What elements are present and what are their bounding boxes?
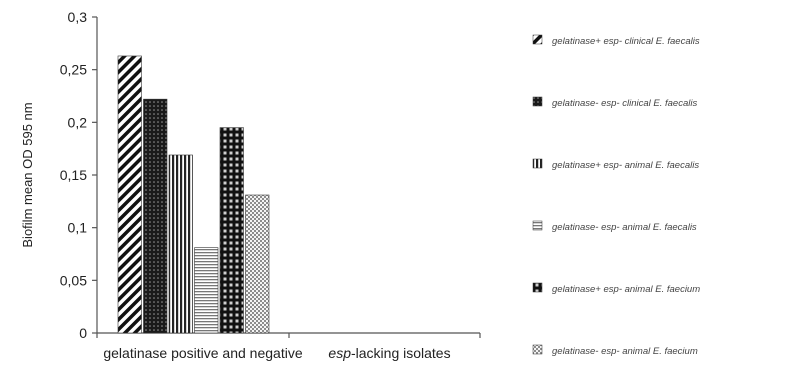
x-category-label: gelatinase positive and negative [103,345,302,361]
y-tick-label: 0,2 [68,114,88,130]
legend-label: gelatinase- esp- clinical E. faecalis [552,98,697,109]
y-tick-label: 0,25 [60,62,87,78]
x-axis-categories: gelatinase positive and negative esp-lack… [103,345,450,361]
bar-diag-stripes [117,55,142,334]
y-tick-label: 0,3 [68,9,88,25]
bars [117,55,270,334]
bar-dark-dots [143,98,168,334]
legend-label: gelatinase+ esp- animal E. faecium [552,284,700,295]
legend-swatch-horizontal-stripes [532,220,543,231]
y-tick-label: 0,15 [60,167,87,183]
legend-label: gelatinase- esp- animal E. faecium [552,346,698,357]
bar-horizontal-stripes [194,247,219,334]
legend-swatch-diag-stripes [532,34,543,45]
x-category-label-part: -lacking isolates [351,345,451,361]
bar-dark-grid [219,127,244,334]
x-category-label-part: esp [328,345,351,361]
legend-label: gelatinase+ esp- animal E. faecalis [552,160,699,171]
y-axis-title: Biofilm mean OD 595 nm [20,102,35,247]
y-tick-label: 0,05 [60,272,87,288]
legend: gelatinase+ esp- clinical E. faecalis gel… [532,34,700,357]
legend-label: gelatinase- esp- animal E. faecalis [552,222,697,233]
legend-swatch-dark-dots [532,96,543,107]
legend-swatch-light-check [532,344,543,355]
y-axis-ticks: 0 0,05 0,1 0,15 0,2 0,25 0,3 [60,9,97,341]
y-tick-label: 0,1 [68,220,88,236]
bar-light-check [245,194,270,334]
legend-label: gelatinase+ esp- clinical E. faecalis [552,36,700,47]
x-category-label: esp-lacking isolates [328,345,450,361]
x-category-label-part: gelatinase positive and negative [103,345,302,361]
legend-swatch-dark-grid [532,282,543,293]
bar-vertical-stripes [168,154,193,334]
y-tick-label: 0 [79,325,87,341]
legend-swatch-vertical-stripes [532,158,543,169]
